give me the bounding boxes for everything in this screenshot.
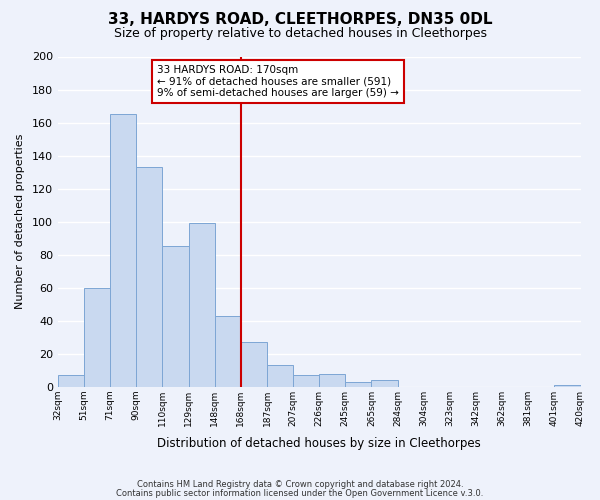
Bar xyxy=(188,224,215,386)
Bar xyxy=(110,114,136,386)
Bar xyxy=(319,374,346,386)
Bar xyxy=(215,316,241,386)
Bar xyxy=(371,380,398,386)
Bar xyxy=(293,375,319,386)
Bar xyxy=(241,342,267,386)
Bar xyxy=(163,246,188,386)
Bar xyxy=(136,167,163,386)
Text: Size of property relative to detached houses in Cleethorpes: Size of property relative to detached ho… xyxy=(113,28,487,40)
Text: Contains HM Land Registry data © Crown copyright and database right 2024.: Contains HM Land Registry data © Crown c… xyxy=(137,480,463,489)
Bar xyxy=(554,385,581,386)
Bar xyxy=(84,288,110,386)
Bar xyxy=(346,382,371,386)
Text: 33 HARDYS ROAD: 170sqm
← 91% of detached houses are smaller (591)
9% of semi-det: 33 HARDYS ROAD: 170sqm ← 91% of detached… xyxy=(157,65,399,98)
Text: 33, HARDYS ROAD, CLEETHORPES, DN35 0DL: 33, HARDYS ROAD, CLEETHORPES, DN35 0DL xyxy=(108,12,492,28)
X-axis label: Distribution of detached houses by size in Cleethorpes: Distribution of detached houses by size … xyxy=(157,437,481,450)
Y-axis label: Number of detached properties: Number of detached properties xyxy=(15,134,25,310)
Bar xyxy=(58,375,84,386)
Bar xyxy=(267,366,293,386)
Text: Contains public sector information licensed under the Open Government Licence v.: Contains public sector information licen… xyxy=(116,488,484,498)
